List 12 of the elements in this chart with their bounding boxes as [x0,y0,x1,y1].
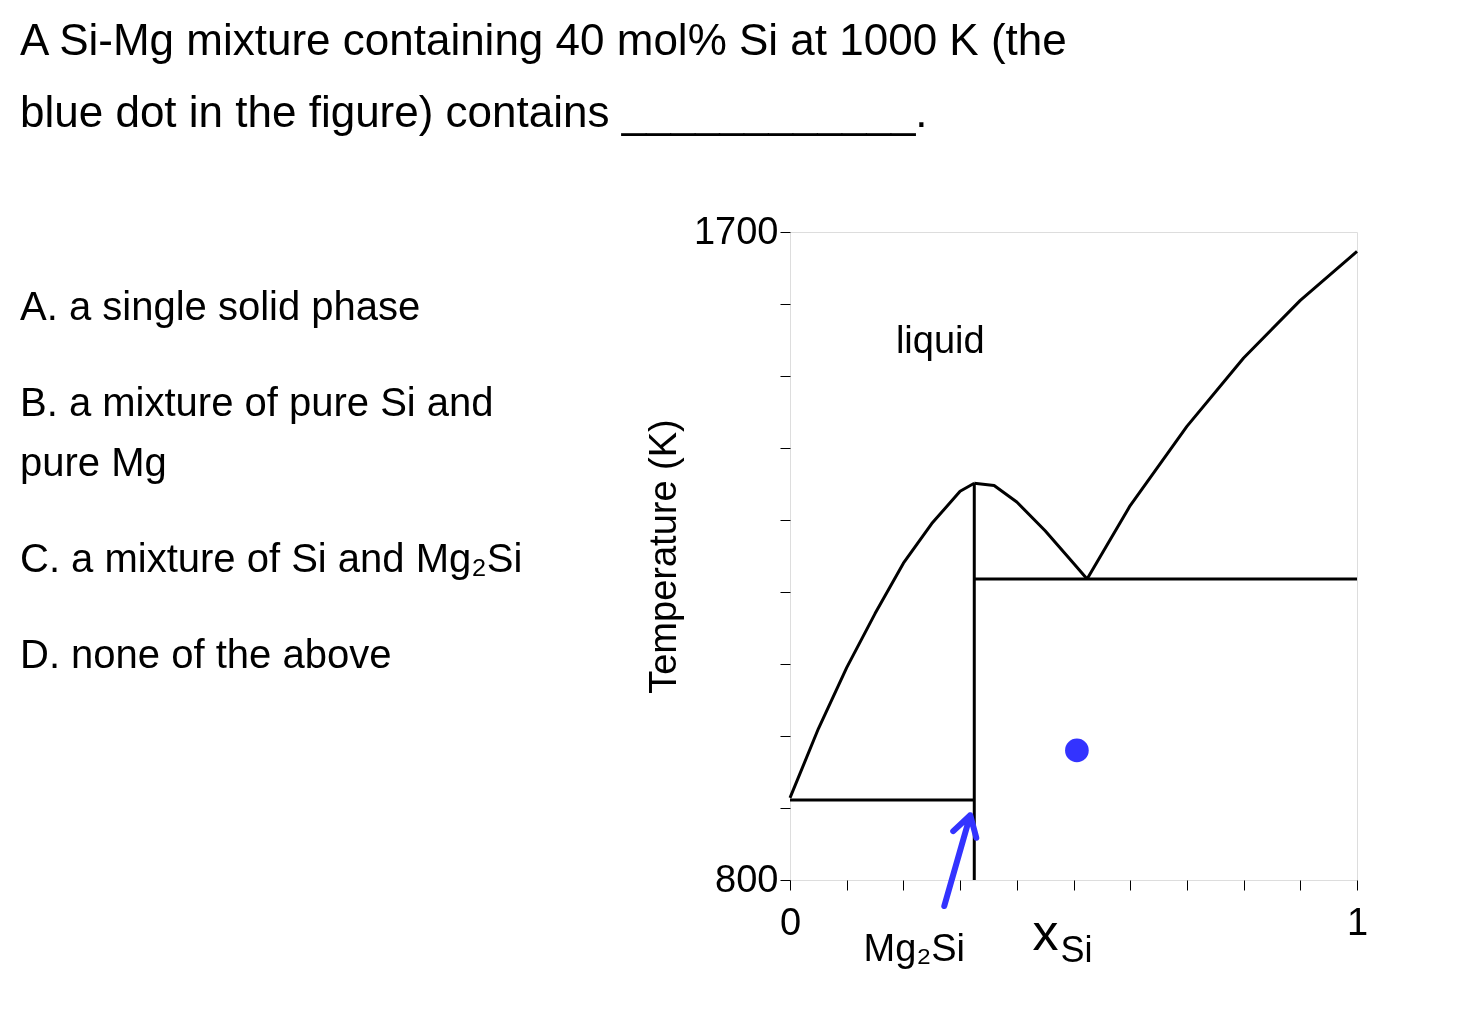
x-tick-label: 1 [1346,900,1369,943]
x-tick-label: 0 [779,900,802,943]
y-tick-label: 1700 [693,209,779,252]
annotation: Mg₂Si [863,927,965,969]
annotation: liquid [895,319,985,362]
chart-title: A Si-Mg mixture containing 40 mol% Si at 1000 K (the blue dot in the figure) contains ____________. [20,15,1067,136]
text: C. a mixture of Si and Mg₂Si [20,536,523,580]
text: B. a mixture of pure Si and pure Mg [20,380,494,484]
y-tick-label: 800 [715,857,779,900]
text: A. a single solid phase [20,284,421,328]
text: D. none of the above [20,632,392,676]
y-axis-title: Temperature (K) [641,419,684,694]
